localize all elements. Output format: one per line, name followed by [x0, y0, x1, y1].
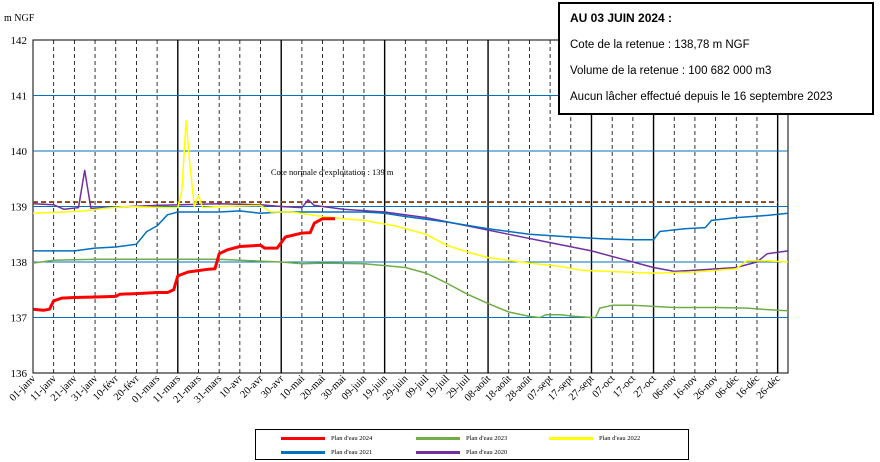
x-tick-label: 07-oct — [591, 373, 618, 400]
y-tick-label: 141 — [11, 91, 28, 103]
legend-swatch-2021 — [281, 451, 325, 454]
info-line-lacher: Aucun lâcher effectué depuis le 16 septe… — [570, 91, 833, 103]
series-line-2022 — [32, 119, 789, 274]
series-lines — [32, 119, 789, 319]
legend-label-2020: Plan d'eau 2020 — [466, 449, 508, 456]
y-tick-label: 142 — [11, 35, 28, 47]
legend-swatch-2024 — [281, 437, 325, 440]
info-line-cote: Cote de la retenue : 138,78 m NGF — [570, 39, 750, 51]
series-line-2024 — [32, 217, 335, 312]
series-line-2021 — [33, 210, 789, 252]
y-tick-label: 140 — [11, 146, 28, 158]
info-title: AU 03 JUIN 2024 : — [570, 11, 673, 25]
legend-label-2021: Plan d'eau 2021 — [331, 449, 373, 456]
legend-label-2022: Plan d'eau 2022 — [599, 435, 641, 442]
legend-label-2024: Plan d'eau 2024 — [331, 435, 373, 442]
y-tick-label: 136 — [11, 368, 28, 380]
legend-label-2023: Plan d'eau 2023 — [466, 435, 508, 442]
reference-line-label: Cote normale d'exploitation : 139 m — [271, 167, 394, 177]
info-box: AU 03 JUIN 2024 : Cote de la retenue : 1… — [558, 2, 874, 115]
x-tick-label: 17-oct — [611, 373, 638, 400]
legend-swatch-2022 — [549, 437, 593, 440]
legend: Plan d'eau 2024 Plan d'eau 2023 Plan d'e… — [255, 429, 689, 460]
y-axis-tick-labels: 136 137 138 139 140 141 142 — [11, 35, 28, 380]
legend-swatch-2020 — [416, 451, 460, 454]
y-tick-label: 138 — [11, 257, 28, 269]
y-tick-label: 139 — [11, 202, 28, 214]
y-axis-label: m NGF — [4, 13, 35, 24]
x-tick-label: 26-déc — [755, 373, 783, 401]
series-line-2023 — [32, 258, 789, 319]
reference-line: Cote normale d'exploitation : 139 m — [33, 167, 778, 203]
legend-swatch-2023 — [416, 437, 460, 440]
y-tick-label: 137 — [11, 313, 28, 325]
series-line-2020 — [32, 169, 789, 273]
info-line-volume: Volume de la retenue : 100 682 000 m3 — [570, 65, 772, 77]
x-axis-tick-labels: 01-janv11-janv21-janv31-janv10-févr20-fé… — [8, 373, 783, 406]
